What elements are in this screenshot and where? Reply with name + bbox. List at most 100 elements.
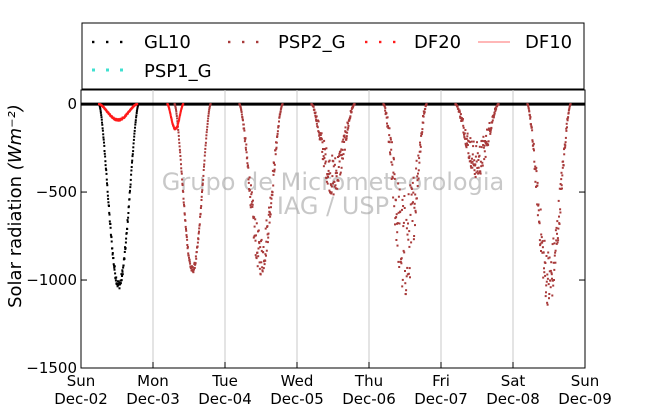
point-psp2-g: [261, 269, 264, 272]
point-psp2-g: [276, 132, 279, 135]
legend-entry-df10: DF10: [478, 32, 572, 53]
point-gl10: [134, 119, 137, 122]
point-df20: [178, 118, 181, 121]
point-psp2-g: [558, 215, 560, 218]
point-psp2-g: [479, 170, 482, 173]
point-df20: [171, 120, 174, 123]
point-psp2-g: [207, 115, 210, 117]
point-psp2-g: [543, 271, 546, 274]
x-tick-date: Dec-02: [54, 390, 108, 408]
point-psp2-g: [537, 209, 540, 212]
point-psp2-g: [487, 143, 490, 146]
point-psp2-g: [468, 140, 470, 143]
point-psp2-g: [178, 148, 181, 151]
point-df20: [168, 109, 171, 112]
point-psp2-g: [278, 115, 281, 118]
point-gl10: [122, 266, 125, 269]
point-psp2-g: [545, 284, 548, 287]
x-tick-weekday: Sun: [67, 372, 96, 390]
point-psp2-g: [194, 255, 197, 258]
point-psp2-g: [466, 132, 469, 135]
point-gl10: [132, 138, 135, 141]
x-tick-date: Dec-06: [342, 390, 396, 408]
point-psp2-g: [389, 153, 392, 156]
point-psp2-g: [561, 187, 563, 190]
point-psp2-g: [201, 184, 204, 186]
point-psp2-g: [326, 182, 329, 185]
point-gl10: [100, 114, 103, 117]
point-psp2-g: [386, 122, 388, 125]
point-psp2-g: [242, 119, 244, 122]
point-df20: [170, 119, 173, 122]
point-gl10: [106, 190, 109, 193]
point-psp2-g: [247, 178, 250, 181]
point-psp2-g: [530, 123, 532, 126]
y-tick-label: −1000: [26, 271, 77, 289]
point-psp2-g: [312, 105, 315, 108]
point-psp2-g: [400, 257, 403, 260]
point-psp2-g: [321, 141, 324, 144]
point-psp2-g: [464, 142, 467, 145]
point-psp2-g: [553, 279, 555, 281]
point-psp2-g: [259, 273, 262, 276]
point-gl10: [113, 266, 116, 269]
point-psp2-g: [205, 131, 208, 134]
point-psp2-g: [412, 238, 415, 241]
point-psp2-g: [484, 140, 486, 142]
point-psp2-g: [321, 150, 324, 153]
point-gl10: [120, 279, 123, 282]
point-psp2-g: [561, 174, 564, 177]
point-psp2-g: [387, 127, 390, 129]
point-gl10: [105, 169, 108, 172]
point-psp2-g: [350, 111, 353, 113]
point-psp2-g: [265, 249, 268, 252]
point-gl10: [103, 150, 106, 152]
point-psp2-g: [328, 159, 331, 162]
point-psp2-g: [559, 211, 562, 214]
point-psp2-g: [188, 260, 191, 263]
point-psp2-g: [323, 139, 326, 142]
point-psp2-g: [260, 249, 263, 252]
point-psp2-g: [414, 224, 416, 227]
point-psp2-g: [199, 215, 202, 218]
point-psp2-g: [478, 145, 481, 148]
point-psp2-g: [410, 193, 413, 196]
point-psp2-g: [190, 266, 193, 269]
point-gl10: [99, 108, 102, 111]
point-psp2-g: [548, 297, 550, 300]
point-psp2-g: [401, 278, 404, 281]
point-psp2-g: [486, 128, 488, 131]
point-psp2-g: [345, 135, 348, 138]
point-psp2-g: [552, 284, 555, 287]
point-psp2-g: [325, 180, 328, 183]
point-psp2-g: [345, 138, 348, 141]
point-gl10: [134, 121, 137, 124]
point-psp2-g: [338, 160, 341, 163]
point-gl10: [108, 220, 111, 223]
point-gl10: [132, 150, 135, 153]
point-psp2-g: [527, 107, 530, 110]
point-gl10: [98, 105, 101, 108]
point-psp2-g: [489, 129, 492, 131]
point-psp2-g: [280, 107, 283, 110]
point-psp2-g: [266, 241, 269, 244]
point-psp2-g: [528, 114, 531, 117]
point-gl10: [131, 155, 134, 158]
point-psp2-g: [316, 125, 319, 128]
watermark-line-2: IAG / USP: [277, 192, 389, 220]
point-psp2-g: [469, 137, 472, 140]
point-gl10: [110, 236, 113, 239]
point-psp2-g: [195, 251, 198, 253]
y-tick-label: 0: [67, 95, 77, 113]
point-psp2-g: [343, 134, 346, 137]
point-psp2-g: [527, 104, 530, 107]
point-psp2-g: [340, 166, 343, 169]
point-psp2-g: [458, 109, 461, 112]
point-psp2-g: [342, 153, 345, 156]
point-psp2-g: [395, 239, 398, 241]
point-psp2-g: [262, 251, 265, 254]
point-psp2-g: [337, 156, 339, 158]
point-psp2-g: [319, 132, 322, 135]
point-psp2-g: [176, 120, 179, 123]
point-psp2-g: [323, 157, 326, 159]
